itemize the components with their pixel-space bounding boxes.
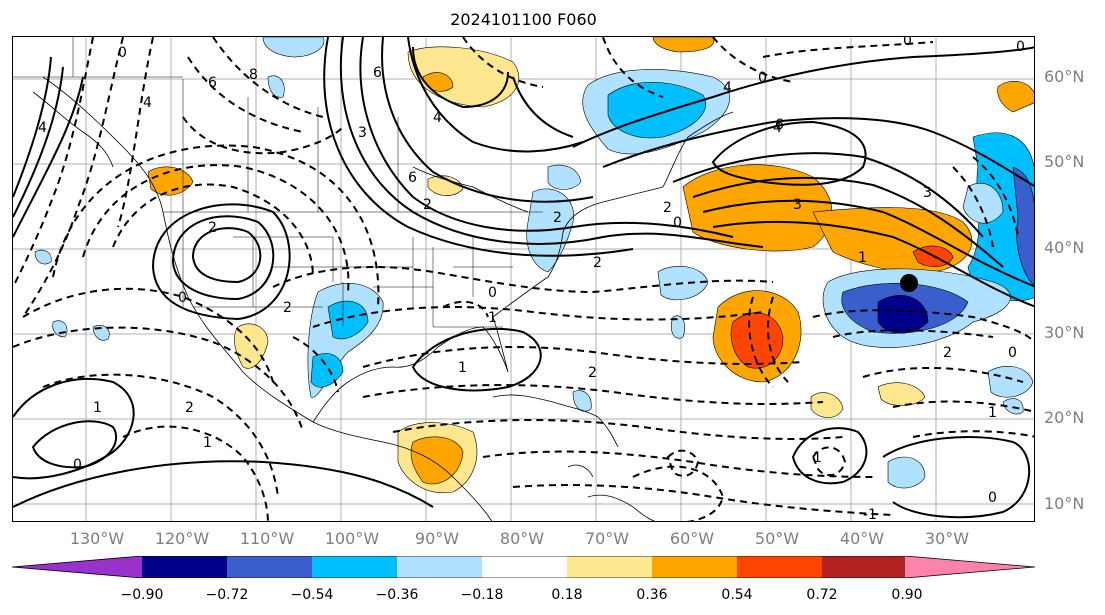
colorbar-tick: 0.18 [551,587,583,603]
colorbar-segment [737,556,822,578]
lon-label-60w: 60°W [669,529,715,548]
colorbar-segments [12,556,1035,578]
lon-label-80w: 80°W [499,529,545,548]
contour-label: 2 [663,200,672,216]
contour-label: 1 [488,310,497,326]
colorbar-tick: −0.18 [460,587,504,603]
contour-label: -1 [863,507,877,522]
colorbar-tick: −0.72 [205,587,249,603]
map-canvas: 0 6 8 4 4 6 4 3 6 2 2 0 0 2 0 4 6 4 0 0 … [13,37,1034,522]
dashed-contours [13,37,1034,521]
contour-label: 0 [673,215,682,231]
contour-label: 4 [723,80,732,96]
contour-label: 1 [858,250,867,266]
colorbar-segment [822,556,907,578]
lon-label-70w: 70°W [584,529,630,548]
lat-label-60n: 60°N [1044,67,1085,86]
colorbar-tick: 0.54 [721,587,753,603]
contour-label: 8 [249,67,258,83]
colorbar-segment [397,556,482,578]
contour-label: 0 [178,290,187,306]
contour-labels: 0 6 8 4 4 6 4 3 6 2 2 0 0 2 0 4 6 4 0 0 … [38,37,1025,522]
colorbar-tick: 0.90 [891,587,923,603]
lat-label-30n: 30°N [1044,323,1085,342]
colorbar-segment [652,556,737,578]
contour-label: 4 [38,120,47,136]
colorbar-segment [482,556,567,578]
lat-label-20n: 20°N [1044,408,1085,427]
contour-label: 0 [903,37,912,49]
contour-label: 6 [775,117,784,133]
lon-label-40w: 40°W [839,529,885,548]
contour-label: 4 [773,120,782,136]
lat-label-40n: 40°N [1044,238,1085,257]
colorbar-tick: 0.72 [806,587,838,603]
contour-label: 2 [423,197,432,213]
contour-label: 0 [1008,345,1017,361]
contour-label: 2 [588,365,597,381]
lat-label-10n: 10°N [1044,494,1085,513]
colorbar-tick: −0.54 [290,587,334,603]
contour-label: 0 [488,285,497,301]
contour-label: 3 [358,125,367,141]
shaded-anomalies [34,37,1034,494]
contour-label: 2 [593,255,602,271]
lon-label-100w: 100°W [324,529,380,548]
contour-label: 0 [73,457,82,473]
coastlines [32,76,734,521]
contour-label: 2 [553,210,562,226]
contour-label: 1 [988,405,997,421]
map-title: 2024101100 F060 [450,10,597,29]
contour-label: 1 [458,360,467,376]
contour-label: 0 [118,45,127,61]
contour-label: 3 [923,185,932,201]
contour-label: 0 [758,70,767,86]
colorbar-tick: 0.36 [636,587,668,603]
contour-label: 0 [1016,39,1025,55]
colorbar-segment [312,556,397,578]
contour-label: 1 [203,435,212,451]
lon-label-30w: 30°W [924,529,970,548]
lon-label-130w: 130°W [69,529,125,548]
colorbar-tick: −0.90 [120,587,164,603]
contour-label: 2 [185,400,194,416]
lon-label-120w: 120°W [154,529,210,548]
contour-label: 2 [943,345,952,361]
contour-label: 6 [208,75,217,91]
contour-label: 2 [208,220,217,236]
contour-label: 1 [93,400,102,416]
colorbar [12,556,1035,578]
lat-label-50n: 50°N [1044,152,1085,171]
lon-label-90w: 90°W [414,529,460,548]
storm-center-marker[interactable] [900,274,918,292]
contour-label: 2 [283,300,292,316]
contour-label: 1 [813,450,822,466]
contour-label: 0 [988,490,997,506]
solid-contours [13,37,1034,519]
colorbar-tick: −0.36 [375,587,419,603]
colorbar-segment [905,556,1035,578]
contour-label: 3 [793,197,802,213]
map-panel[interactable]: 0 6 8 4 4 6 4 3 6 2 2 0 0 2 0 4 6 4 0 0 … [12,36,1035,522]
colorbar-segment [567,556,652,578]
contour-label: 4 [143,95,152,111]
contour-label: 6 [408,170,417,186]
colorbar-segment [12,556,142,578]
contour-label: 4 [433,110,442,126]
colorbar-segment [227,556,312,578]
lon-label-50w: 50°W [754,529,800,548]
contour-label: 6 [373,65,382,81]
lon-label-110w: 110°W [239,529,295,548]
colorbar-segment [142,556,227,578]
